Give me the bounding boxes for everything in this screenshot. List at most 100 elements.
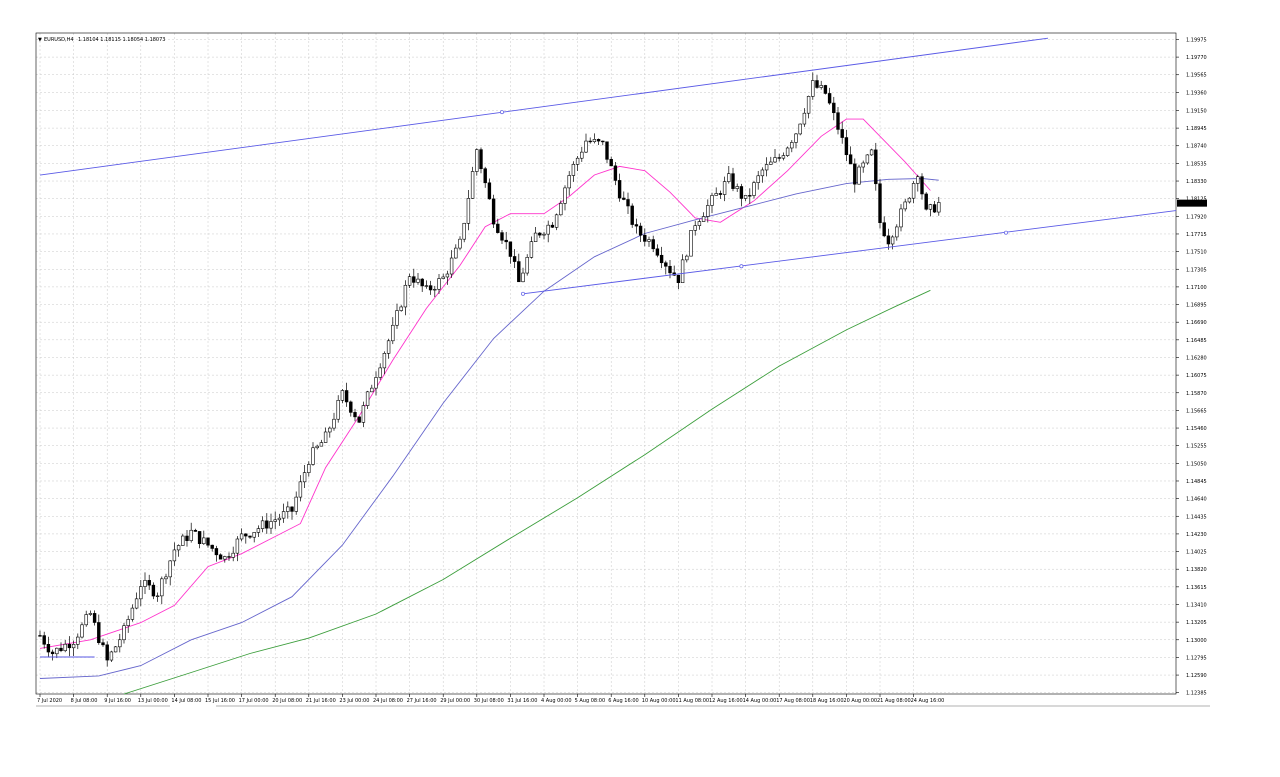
trendline-anchor-handle[interactable] <box>500 110 504 115</box>
x-tick-label: 21 Jul 16:00 <box>306 698 336 704</box>
candle <box>773 149 777 163</box>
candle <box>315 444 319 450</box>
candle <box>693 220 697 236</box>
candle <box>605 141 609 164</box>
candle <box>731 167 735 192</box>
candle-body-up <box>223 556 227 560</box>
candle <box>861 160 865 173</box>
candle-body-down <box>638 225 643 236</box>
y-tick-label: 1.15460 <box>1186 426 1207 432</box>
candle <box>59 642 63 653</box>
candle <box>160 576 164 605</box>
candle-body-up <box>752 182 756 196</box>
candle <box>349 400 353 417</box>
candle <box>449 250 454 278</box>
candle <box>235 536 240 562</box>
candle <box>168 560 172 586</box>
candle <box>718 190 723 199</box>
trendline-lower-channel[interactable] <box>522 210 1177 295</box>
candle-body-down <box>487 182 492 200</box>
candle-body-down <box>886 235 891 245</box>
candle-body-up <box>113 646 118 653</box>
candle-body-up <box>269 521 273 529</box>
candle-body-up <box>559 203 563 216</box>
candle <box>781 152 786 161</box>
candle-body-down <box>206 537 210 546</box>
candle <box>727 165 731 184</box>
y-tick-label: 1.12795 <box>1186 655 1207 661</box>
axes <box>35 32 1177 695</box>
trendline-anchor-handle[interactable] <box>739 264 744 269</box>
candle-body-down <box>848 154 853 165</box>
candle <box>865 154 870 165</box>
x-tick-label: 6 Aug 16:00 <box>608 698 639 704</box>
candle-body-up <box>462 222 466 240</box>
candle-body-up <box>735 186 739 189</box>
candle <box>529 236 534 259</box>
candle <box>626 192 630 214</box>
candle <box>916 174 920 192</box>
x-tick-label: 20 Aug 00:00 <box>843 698 877 704</box>
candle <box>575 156 580 172</box>
candle <box>563 185 567 211</box>
candle <box>92 610 97 626</box>
symbol-marker-icon[interactable]: ▼ <box>38 37 42 43</box>
y-tick-label: 1.17715 <box>1186 232 1207 238</box>
candle <box>193 528 198 532</box>
candle <box>899 204 903 232</box>
candle <box>487 178 492 200</box>
candle-body-down <box>508 241 513 257</box>
candle <box>286 501 290 519</box>
candle <box>126 615 130 633</box>
candle <box>76 633 80 650</box>
candle-body-up <box>126 619 130 626</box>
candle <box>71 640 76 657</box>
candle <box>659 246 664 269</box>
trendline-anchor-handle[interactable] <box>521 291 525 296</box>
y-tick-label: 1.19150 <box>1186 108 1207 114</box>
trendline-anchor-handle[interactable] <box>1004 230 1008 235</box>
ma-line-mid <box>39 178 939 679</box>
candle-body-up <box>399 306 403 311</box>
candle <box>416 273 420 285</box>
current-price-box <box>1177 199 1207 207</box>
candle-body-down <box>357 416 361 423</box>
candle-body-down <box>479 149 483 170</box>
candle-body-down <box>185 535 189 541</box>
candle-body-up <box>689 230 693 257</box>
candle-body-up <box>176 545 181 551</box>
candle-body-down <box>344 390 349 403</box>
candle-body-up <box>441 276 445 279</box>
candle <box>428 280 433 295</box>
candle <box>386 338 391 359</box>
candle-body-down <box>840 129 844 138</box>
candle-body-up <box>475 149 479 172</box>
candle-body-up <box>76 636 80 645</box>
candle-body-up <box>701 216 706 222</box>
candle-body-down <box>718 193 723 195</box>
candle <box>298 475 303 502</box>
candle <box>97 614 101 645</box>
trendline-upper-channel[interactable] <box>39 37 1049 176</box>
candle-body-down <box>265 520 269 529</box>
candle <box>491 194 496 229</box>
candle <box>302 465 307 489</box>
candle-body-up <box>693 225 697 231</box>
candle-body-up <box>172 549 177 562</box>
candle-body-down <box>50 651 55 655</box>
candle-body-up <box>743 195 748 199</box>
candle-body-down <box>739 186 744 199</box>
candle-body-up <box>916 176 920 184</box>
candle-body-up <box>525 257 529 274</box>
candle <box>244 533 248 544</box>
candle <box>743 195 748 202</box>
y-tick-label: 1.17920 <box>1186 214 1207 220</box>
candle-body-down <box>668 265 672 274</box>
candle-body-up <box>181 535 185 546</box>
candle-body-up <box>773 157 777 163</box>
candle-body-down <box>67 643 72 649</box>
y-tick-label: 1.15050 <box>1186 461 1207 467</box>
trendlines[interactable] <box>39 37 1177 658</box>
